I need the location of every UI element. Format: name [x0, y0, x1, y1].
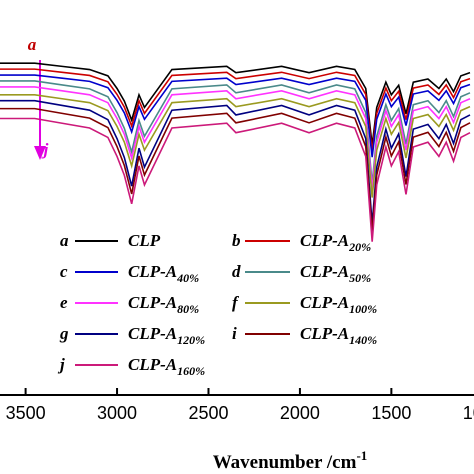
series-line: [0, 86, 471, 190]
x-tick-label: 2000: [280, 403, 320, 423]
series-line: [0, 80, 471, 184]
legend-name: CLP-A: [300, 324, 349, 343]
legend-label: CLP-A20%: [300, 231, 371, 254]
legend-name-sub: 160%: [177, 364, 205, 378]
x-tick-label: 3500: [6, 403, 46, 423]
legend-name-sub: 80%: [177, 302, 199, 316]
legend-name-sub: 40%: [176, 271, 199, 285]
series-line: [0, 62, 471, 146]
x-axis-label-sup: -1: [356, 448, 367, 463]
legend-letter: c: [60, 262, 68, 281]
legend-name: CLP-A: [300, 231, 349, 250]
legend-name: CLP-A: [128, 355, 177, 374]
x-tick-label: 1500: [371, 403, 411, 423]
legend-label: CLP-A80%: [128, 293, 199, 316]
series-line: [0, 68, 471, 152]
series-line: [0, 117, 471, 242]
series-line: [0, 107, 471, 232]
x-axis-label-text: Wavenumber /cm: [213, 452, 357, 473]
series-line: [0, 74, 471, 158]
legend-name-sub: 140%: [349, 333, 377, 347]
legend-name: CLP-A: [300, 262, 349, 281]
legend-label: CLP-A160%: [128, 355, 205, 378]
annotation: j: [41, 140, 49, 159]
series-line: [0, 99, 471, 225]
legend-letter: b: [232, 231, 241, 250]
legend-name-sub: 50%: [349, 271, 371, 285]
series-group: [0, 62, 471, 242]
legend-label: CLP-A50%: [300, 262, 371, 285]
legend-letter: d: [232, 262, 241, 281]
legend-letter: a: [60, 231, 69, 250]
legend-name-sub: 120%: [177, 333, 205, 347]
legend-letter: g: [59, 324, 69, 343]
legend-letter: j: [57, 355, 65, 374]
legend-name: CLP-A: [128, 293, 177, 312]
legend-name-sub: 20%: [348, 240, 371, 254]
legend-label: CLP-A120%: [128, 324, 205, 347]
legend-name: CLP-A: [300, 293, 349, 312]
legend-letter: e: [60, 293, 68, 312]
legend-letter: i: [232, 324, 237, 343]
annotation: a: [28, 35, 37, 54]
series-line: [0, 94, 471, 198]
x-tick-label: 1000: [463, 403, 474, 423]
legend-name: CLP-A: [128, 324, 177, 343]
legend-label: CLP-A40%: [128, 262, 199, 285]
legend-name: CLP-A: [128, 262, 177, 281]
legend-name: CLP: [128, 231, 161, 250]
legend-label: CLP-A100%: [300, 293, 377, 316]
annotation-arrowhead: [34, 146, 46, 160]
legend-label: CLP: [128, 231, 161, 250]
x-tick-label: 2500: [188, 403, 228, 423]
legend-letter: f: [232, 293, 240, 312]
legend-name-sub: 100%: [349, 302, 377, 316]
legend-label: CLP-A140%: [300, 324, 377, 347]
x-axis-label: Wavenumber /cm-1: [213, 448, 368, 473]
x-tick-label: 3000: [97, 403, 137, 423]
